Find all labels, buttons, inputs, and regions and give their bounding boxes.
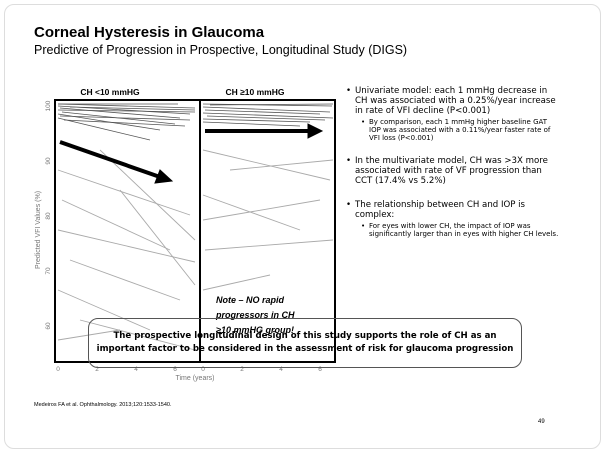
x-axis-label: Time (years) (175, 375, 214, 382)
x-tick-label: 6 (173, 366, 177, 373)
page-number: 49 (538, 419, 545, 425)
plot-frame (54, 99, 336, 363)
bullet-text: In the multivariate model, CH was >3X mo… (355, 156, 548, 186)
x-tick-label: 4 (134, 366, 138, 373)
y-tick-label: 80 (45, 212, 52, 220)
note-line: Note – NO rapid (216, 295, 285, 305)
y-tick-label: 70 (45, 267, 52, 275)
trajectories (57, 103, 334, 141)
x-tick-label: 2 (240, 366, 244, 373)
trajectories-light (57, 149, 334, 351)
y-tick-label: 60 (45, 322, 52, 330)
slide-subtitle: Predictive of Progression in Prospective… (34, 43, 408, 57)
bullet-text: The relationship between CH and IOP is c… (355, 200, 526, 220)
slide-title: Corneal Hysteresis in Glaucoma (34, 24, 265, 41)
conclusion-line: important factor to be considered in the… (96, 344, 514, 354)
panel-title: CH ≥10 mmHG (226, 87, 285, 97)
slide-frame (4, 4, 601, 449)
x-tick-label: 0 (56, 366, 60, 373)
conclusion-box: The prospective longitudinal design of t… (88, 318, 522, 368)
note-line: ≥10 mmHG group! (216, 325, 294, 335)
x-tick-label: 2 (95, 366, 99, 373)
panel-title: CH <10 mmHG (80, 87, 140, 97)
sub-bullet: By comparison, each 1 mmHg higher baseli… (355, 118, 561, 142)
y-tick-label: 90 (45, 157, 52, 165)
y-axis-label: Predicted VFI Values (%) (35, 191, 42, 269)
x-tick-label: 0 (201, 366, 205, 373)
x-tick-label: 6 (318, 366, 322, 373)
y-tick-label: 100 (45, 100, 52, 111)
trend-arrows (59, 123, 324, 184)
sub-bullet: For eyes with lower CH, the impact of IO… (355, 222, 561, 238)
bullet: Univariate model: each 1 mmHg decrease i… (346, 86, 561, 142)
x-tick-label: 4 (279, 366, 283, 373)
bullet: In the multivariate model, CH was >3X mo… (346, 156, 561, 186)
bullet: The relationship between CH and IOP is c… (346, 200, 561, 238)
citation: Medeiros FA et al. Ophthalmology. 2013;1… (34, 402, 172, 408)
note-line: progressors in CH (215, 310, 295, 320)
bullet-list: Univariate model: each 1 mmHg decrease i… (346, 86, 561, 252)
conclusion-line: The prospective longitudinal design of t… (113, 331, 497, 341)
bullet-text: Univariate model: each 1 mmHg decrease i… (355, 86, 556, 116)
